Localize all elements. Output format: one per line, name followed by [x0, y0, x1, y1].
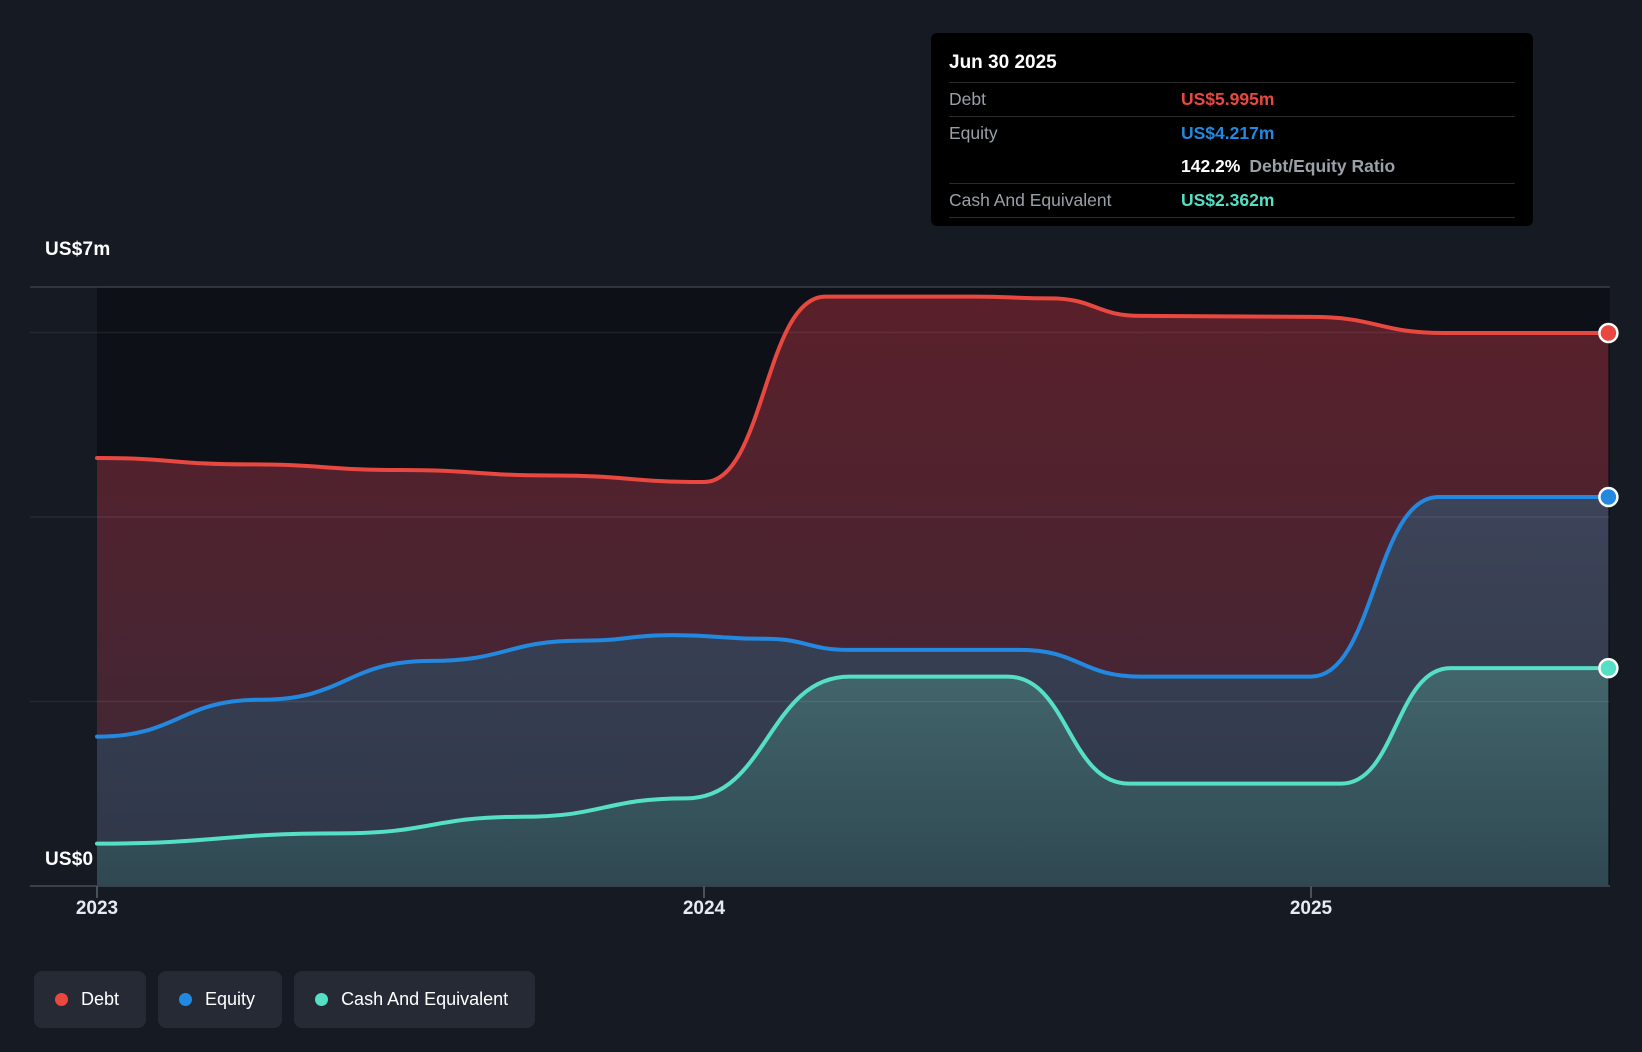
- legend-dot-icon: [179, 993, 193, 1006]
- tooltip-row-cash: Cash And Equivalent US$2.362m: [949, 183, 1515, 217]
- tooltip-cash-label: Cash And Equivalent: [949, 190, 1112, 210]
- legend-dot-icon: [315, 993, 329, 1006]
- y-axis-label-zero: US$0: [45, 849, 94, 870]
- tooltip-row-equity: Equity US$4.217m: [949, 116, 1515, 150]
- end-marker-debt[interactable]: [1598, 322, 1619, 344]
- tooltip-ratio-label: Debt/Equity Ratio: [1249, 156, 1396, 176]
- tooltip: Jun 30 2025 Debt US$5.995m Equity US$4.2…: [931, 33, 1533, 226]
- y-axis-label-max: US$7m: [45, 239, 111, 260]
- legend-item-cash-and-equivalent[interactable]: Cash And Equivalent: [294, 971, 536, 1028]
- legend-dot-icon: [55, 993, 68, 1006]
- tooltip-ratio-value: 142.2%: [1181, 156, 1241, 176]
- x-axis-label-2024: 2024: [682, 898, 726, 919]
- tooltip-bottom-divider: [949, 217, 1515, 218]
- tooltip-date: Jun 30 2025: [949, 51, 1057, 73]
- legend-label: Cash And Equivalent: [341, 989, 509, 1009]
- legend: Debt Equity Cash And Equivalent: [34, 971, 536, 1028]
- legend-label: Equity: [205, 989, 256, 1009]
- tooltip-debt-value: US$5.995m: [1181, 89, 1275, 109]
- tooltip-equity-label: Equity: [949, 123, 998, 143]
- x-axis-label-2025: 2025: [1289, 898, 1333, 919]
- band-equity: [97, 497, 1609, 844]
- legend-item-equity[interactable]: Equity: [158, 971, 283, 1028]
- tooltip-debt-label: Debt: [949, 89, 986, 109]
- series-line-equity: [95, 494, 1611, 739]
- tooltip-cash-value: US$2.362m: [1181, 190, 1275, 210]
- tooltip-row-ratio: 142.2% Debt/Equity Ratio: [949, 150, 1515, 183]
- band-cash-and-equivalent: [97, 668, 1609, 886]
- end-marker-equity[interactable]: [1598, 486, 1619, 508]
- x-axis-label-2023: 2023: [75, 898, 119, 919]
- legend-item-debt[interactable]: Debt: [34, 971, 147, 1028]
- band-debt: [97, 296, 1609, 737]
- legend-label: Debt: [81, 989, 120, 1009]
- tooltip-equity-value: US$4.217m: [1181, 123, 1275, 143]
- tooltip-row-debt: Debt US$5.995m: [949, 82, 1515, 116]
- series-line-cash-and-equivalent: [95, 666, 1611, 846]
- end-marker-cash-and-equivalent[interactable]: [1598, 657, 1619, 679]
- series-line-debt: [95, 294, 1611, 484]
